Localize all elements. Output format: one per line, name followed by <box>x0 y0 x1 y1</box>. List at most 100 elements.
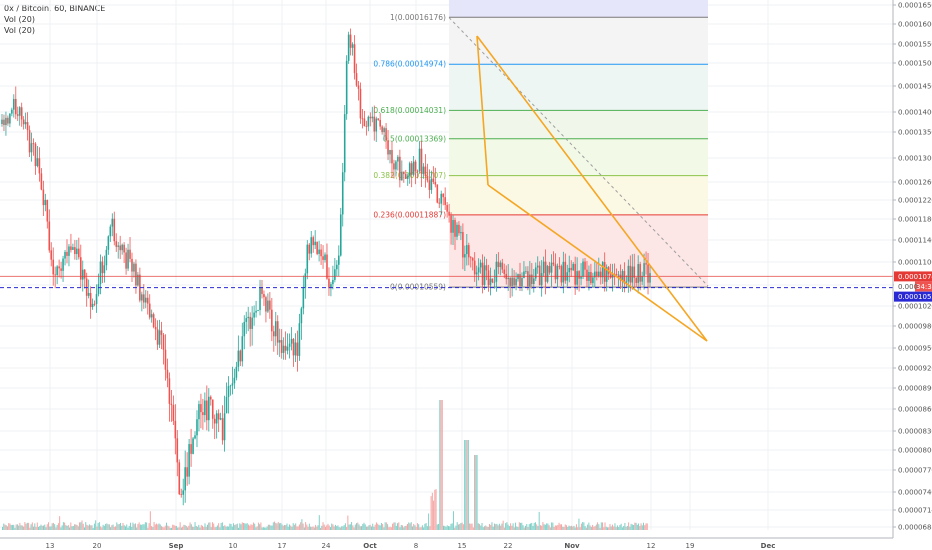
volume-bar <box>82 523 84 530</box>
candle-body <box>306 244 309 274</box>
candle-body <box>318 249 320 254</box>
candle-body <box>121 244 123 251</box>
volume-bar <box>143 524 145 530</box>
volume-indicator-label[interactable]: Vol (20) <box>4 15 35 24</box>
candle-body <box>523 271 525 278</box>
volume-bar <box>388 527 390 530</box>
candle-body <box>574 263 576 285</box>
candle-body <box>190 444 192 454</box>
volume-bar <box>190 524 192 530</box>
volume-bar <box>495 524 497 530</box>
volume-bar <box>609 523 611 530</box>
candle-body <box>180 494 183 495</box>
candle-body <box>466 245 468 255</box>
candle-body <box>196 419 198 436</box>
volume-bar <box>435 489 437 530</box>
candle-body <box>64 251 66 259</box>
volume-bar <box>29 527 31 530</box>
volume-bar <box>413 523 415 530</box>
candle-body <box>481 262 484 285</box>
candle-body <box>525 271 527 273</box>
candle-body <box>647 264 649 283</box>
volume-bar <box>503 527 505 530</box>
candle-body <box>410 163 413 175</box>
candle-body <box>265 297 267 312</box>
volume-bar <box>157 524 159 530</box>
candle-body <box>129 249 131 259</box>
candle-body <box>621 270 624 281</box>
candle-body <box>139 274 141 301</box>
volume-bar <box>449 526 451 530</box>
volume-bar <box>542 522 544 530</box>
volume-bar <box>354 524 356 530</box>
candle-body <box>227 386 230 398</box>
volume-bar <box>252 522 254 530</box>
candle-body <box>345 60 348 115</box>
volume-bar <box>234 524 236 530</box>
candle-body <box>74 247 76 255</box>
volume-bar <box>15 524 17 530</box>
candle-body <box>643 263 645 277</box>
candle-body <box>359 88 362 119</box>
candle-body <box>385 128 387 141</box>
candle-body <box>56 266 58 276</box>
volume-bar <box>198 524 200 530</box>
candle-body <box>119 245 121 251</box>
candle-body <box>223 413 226 441</box>
volume-bar <box>563 526 565 530</box>
candle-body <box>261 287 263 295</box>
volume-bar <box>444 525 446 530</box>
volume-bar <box>241 522 243 530</box>
volume-bar <box>118 524 120 530</box>
volume-bar <box>57 523 59 530</box>
candle-body <box>267 300 269 312</box>
volume-bar <box>317 525 319 530</box>
volume-bar <box>149 511 151 530</box>
symbol-label[interactable]: 0x / Bitcoin, 60, BINANCE <box>4 4 106 13</box>
candle-body <box>237 350 240 367</box>
volume-bar <box>179 522 181 530</box>
volume-bar <box>180 527 182 530</box>
candle-body <box>546 266 549 282</box>
volume-bar <box>98 522 100 530</box>
volume-bar <box>470 523 472 530</box>
volume-bar <box>100 526 102 530</box>
volume-bar <box>338 527 340 530</box>
price-tick-label: 0.00015500 <box>898 41 932 49</box>
volume-bar <box>26 522 28 530</box>
candle-body <box>292 338 295 356</box>
volume-bar <box>235 524 237 530</box>
candle-body <box>192 438 194 454</box>
candle-body <box>436 184 439 203</box>
candle-body <box>11 109 13 114</box>
candle-body <box>174 420 177 439</box>
volume-bar <box>363 522 365 530</box>
volume-bar <box>415 526 417 530</box>
candle-body <box>422 166 425 174</box>
fib-zone <box>449 175 708 215</box>
volume-bar <box>244 523 246 530</box>
volume-bar <box>16 524 18 530</box>
volume-bar <box>644 525 646 530</box>
volume-bar <box>303 527 305 530</box>
volume-bar <box>598 524 600 530</box>
volume-bar <box>64 522 66 530</box>
candle-body <box>438 202 441 204</box>
candle-body <box>310 237 313 254</box>
volume-bar <box>49 526 51 530</box>
candle-body <box>406 175 409 179</box>
candle-body <box>511 277 513 286</box>
volume-indicator-label-2[interactable]: Vol (20) <box>4 26 35 35</box>
volume-bar <box>211 522 213 530</box>
candle-body <box>489 278 492 286</box>
candle-body <box>365 126 368 127</box>
candle-body <box>200 404 202 413</box>
volume-bar <box>595 524 597 530</box>
volume-bar <box>469 523 471 530</box>
price-tick-label: 0.00009500 <box>898 345 932 353</box>
volume-bar <box>446 525 448 530</box>
volume-bar <box>31 522 33 530</box>
candle-body <box>357 85 360 89</box>
volume-bar <box>38 526 40 530</box>
